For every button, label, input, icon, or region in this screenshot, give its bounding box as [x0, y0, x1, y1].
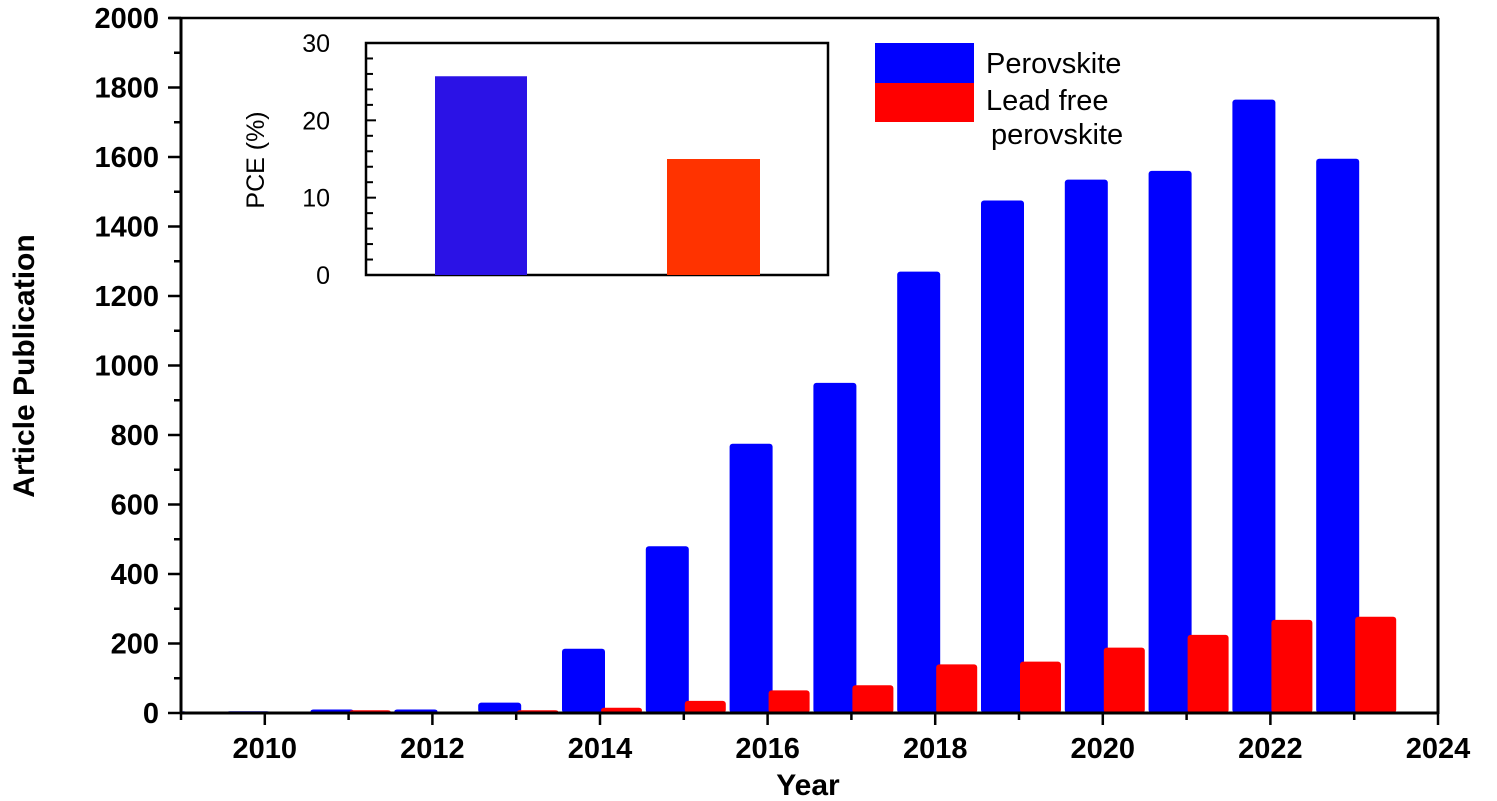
bar-lead-free-2018	[936, 664, 978, 713]
y-tick-label: 0	[143, 698, 159, 730]
bar-lead-free-2020	[1103, 647, 1145, 713]
bar-perovskite-2013	[478, 702, 522, 713]
bar-perovskite-2023	[1316, 158, 1360, 714]
legend-label-lead-free-line2: perovskite	[991, 119, 1123, 151]
x-tick-label: 2010	[233, 733, 298, 765]
bar-lead-free-2017	[852, 685, 894, 713]
bar-lead-free-2022	[1271, 619, 1313, 713]
y-tick-label: 2000	[94, 3, 159, 35]
y-tick-label: 600	[111, 490, 159, 522]
y-tick-label: 1600	[94, 142, 159, 174]
bar-perovskite-2014	[562, 648, 605, 713]
inset-y-tick-label: 30	[302, 30, 330, 58]
y-axis-ticks: 0 200 400 600 800 1000 1200 1400 1600 1800 2000	[94, 3, 181, 730]
legend-swatch-lead-free	[875, 83, 974, 122]
legend-label-perovskite: Perovskite	[986, 48, 1121, 80]
inset-y-tick-label: 0	[316, 262, 330, 290]
bar-lead-free-2023	[1355, 616, 1397, 713]
bar-lead-free-2016	[768, 690, 810, 713]
x-tick-label: 2020	[1071, 733, 1136, 765]
inset-bar-1	[667, 159, 760, 275]
bar-lead-free-2021	[1187, 634, 1229, 713]
bar-perovskite-2021	[1148, 170, 1192, 713]
y-tick-label: 1800	[94, 73, 159, 105]
y-tick-label: 400	[111, 559, 159, 591]
x-tick-label: 2018	[903, 733, 968, 765]
legend: Perovskite Lead free perovskite	[875, 43, 1123, 151]
y-axis-title: Article Publication	[8, 234, 41, 497]
x-tick-label: 2014	[568, 733, 633, 765]
legend-swatch-perovskite	[875, 43, 974, 83]
x-axis-ticks: 2010 2012 2014 2016 2018 2020 2022 2024	[179, 713, 1471, 765]
x-tick-label: 2012	[400, 733, 465, 765]
x-axis-title: Year	[776, 769, 840, 801]
bar-perovskite-2018	[897, 271, 941, 713]
bar-perovskite-2015	[645, 546, 689, 713]
inset-y-tick-label: 20	[302, 107, 330, 135]
bar-perovskite-2020	[1064, 179, 1108, 713]
inset-bar-0	[435, 76, 527, 276]
legend-label-lead-free-line1: Lead free	[986, 85, 1109, 117]
bar-lead-free-2015	[684, 700, 726, 713]
inset-y-axis-title: PCE (%)	[242, 111, 270, 208]
y-tick-label: 1000	[94, 351, 159, 383]
inset-y-ticks: 0 10 20 30	[302, 30, 376, 290]
y-tick-label: 200	[111, 629, 159, 661]
x-tick-label: 2022	[1238, 733, 1303, 765]
bar-perovskite-2016	[729, 443, 773, 713]
bar-perovskite-2017	[813, 382, 857, 713]
y-tick-label: 800	[111, 420, 159, 452]
y-tick-label: 1200	[94, 281, 159, 313]
inset-y-tick-label: 10	[302, 185, 330, 213]
x-tick-label: 2016	[735, 733, 800, 765]
inset-chart: 0 10 20 30 PCE (%)	[242, 30, 830, 290]
inset-bars	[435, 76, 760, 276]
main-bars	[181, 99, 1397, 714]
x-tick-label: 2024	[1406, 733, 1471, 765]
y-tick-label: 1400	[94, 212, 159, 244]
bar-lead-free-2019	[1020, 661, 1061, 713]
bar-perovskite-2022	[1232, 99, 1276, 714]
bar-perovskite-2019	[981, 200, 1024, 713]
